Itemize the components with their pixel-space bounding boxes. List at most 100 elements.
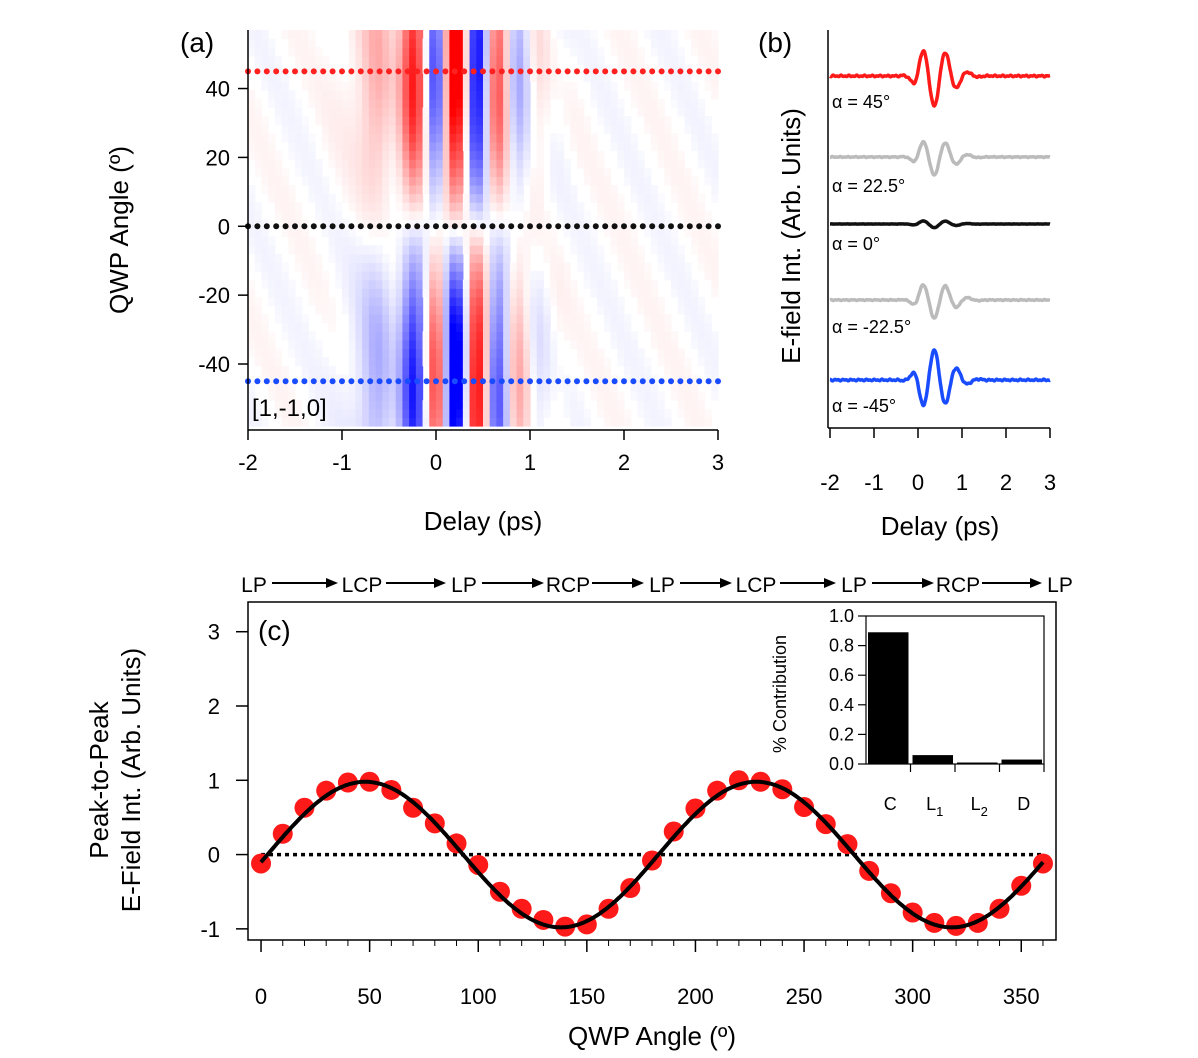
heatmap-cell <box>684 279 692 289</box>
heatmap-cell <box>449 159 457 169</box>
heatmap-cell <box>268 150 276 160</box>
heatmap-cell <box>637 357 645 367</box>
heatmap-cell <box>577 348 585 358</box>
heatmap-cell <box>650 90 659 100</box>
heatmap-cell <box>274 116 283 126</box>
marker-dot <box>414 223 421 230</box>
c-y-tick-label: -1 <box>200 917 220 942</box>
heatmap-cell <box>503 391 511 401</box>
heatmap-cell <box>530 331 538 341</box>
heatmap-cell <box>530 357 538 367</box>
heatmap-cell <box>395 55 404 66</box>
heatmap-cell <box>496 90 504 100</box>
heatmap-cell <box>308 339 316 350</box>
heatmap-cell <box>489 133 498 143</box>
heatmap-cell <box>301 47 310 57</box>
heatmap-cell <box>476 141 484 152</box>
heatmap-cell <box>597 348 605 358</box>
heatmap-cell <box>577 228 585 238</box>
heatmap-cell <box>375 202 383 212</box>
heatmap-cell <box>691 305 699 315</box>
marker-dot <box>611 68 618 75</box>
heatmap-cell <box>697 150 706 160</box>
heatmap-cell <box>442 365 451 375</box>
heatmap-cell <box>610 98 618 109</box>
heatmap-cell <box>409 81 417 91</box>
heatmap-cell <box>630 245 639 255</box>
heatmap-cell <box>483 90 491 100</box>
heatmap-cell <box>281 331 289 341</box>
heatmap-cell <box>355 47 363 57</box>
heatmap-cell <box>597 365 605 375</box>
heatmap-cell <box>590 382 598 393</box>
heatmap-cell <box>442 288 451 298</box>
heatmap-cell <box>328 228 336 238</box>
heatmap-cell <box>496 210 504 220</box>
heatmap-cell <box>530 47 538 57</box>
heatmap-cell <box>328 116 336 126</box>
heatmap-cell <box>677 305 686 315</box>
heatmap-cell <box>523 116 531 126</box>
heatmap-cell <box>657 417 665 427</box>
heatmap-cell <box>671 98 679 109</box>
heatmap-cell <box>536 116 545 126</box>
marker-dot <box>310 223 317 230</box>
marker-dot <box>423 378 430 385</box>
heatmap-cell <box>691 417 699 427</box>
heatmap-cell <box>664 408 672 418</box>
heatmap-cell <box>704 228 712 238</box>
heatmap-cell <box>389 322 397 332</box>
heatmap-cell <box>254 253 263 264</box>
heatmap-cell <box>516 47 524 57</box>
heatmap-cell <box>516 253 524 264</box>
heatmap-cell <box>503 98 511 109</box>
heatmap-cell <box>503 47 511 57</box>
heatmap-cell <box>429 124 437 134</box>
heatmap-cell <box>664 64 672 74</box>
heatmap-cell <box>496 288 504 298</box>
heatmap-cell <box>570 107 578 117</box>
heatmap-cell <box>476 391 484 401</box>
heatmap-cell <box>691 296 699 307</box>
heatmap-cell <box>288 202 296 212</box>
heatmap-cell <box>697 391 706 401</box>
heatmap-cell <box>671 47 679 57</box>
heatmap-cell <box>657 339 665 350</box>
heatmap-cell <box>530 73 538 83</box>
heatmap-cell <box>348 417 357 427</box>
heatmap-cell <box>697 348 706 358</box>
heatmap-cell <box>483 271 491 281</box>
heatmap-cell <box>315 193 323 203</box>
heatmap-cell <box>321 305 330 315</box>
heatmap-cell <box>476 81 484 91</box>
heatmap-cell <box>657 150 665 160</box>
heatmap-cell <box>328 408 336 418</box>
heatmap-cell <box>476 176 484 186</box>
heatmap-cell <box>624 236 632 246</box>
heatmap-cell <box>650 391 659 401</box>
heatmap-cell <box>577 219 585 229</box>
heatmap-cell <box>550 90 558 100</box>
heatmap-cell <box>429 210 437 220</box>
heatmap-cell <box>684 176 692 186</box>
heatmap-cell <box>254 107 263 117</box>
heatmap-cell <box>375 210 383 220</box>
heatmap-cell <box>268 81 276 91</box>
heatmap-cell <box>436 228 444 238</box>
heatmap-cell <box>677 107 686 117</box>
heatmap-cell <box>409 193 417 203</box>
heatmap-cell <box>509 322 518 332</box>
heatmap-cell <box>335 271 343 281</box>
heatmap-cell <box>684 408 692 418</box>
heatmap-cell <box>348 331 357 341</box>
heatmap-cell <box>469 193 477 203</box>
heatmap-cell <box>536 236 545 246</box>
heatmap-cell <box>442 150 451 160</box>
heatmap-cell <box>274 167 283 177</box>
heatmap-cell <box>684 81 692 91</box>
heatmap-cell <box>476 382 484 393</box>
heatmap-cell <box>382 271 390 281</box>
heatmap-cell <box>429 288 437 298</box>
heatmap-cell <box>503 400 511 410</box>
heatmap-cell <box>436 348 444 358</box>
